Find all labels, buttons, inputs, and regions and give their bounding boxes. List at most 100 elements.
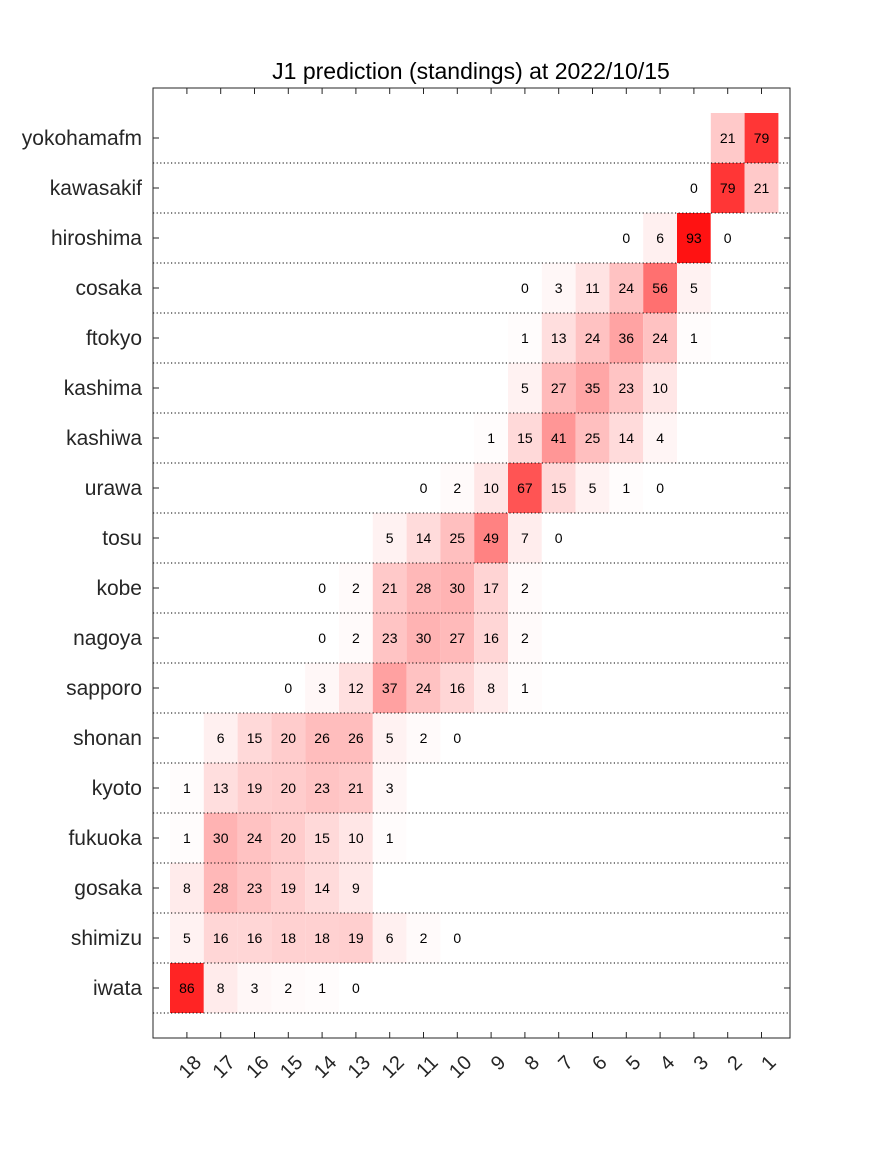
heatmap-cell — [271, 813, 306, 863]
x-tick-label: 14 — [310, 1052, 341, 1083]
cell-value-label: 24 — [585, 330, 601, 346]
heatmap-cell — [406, 513, 441, 563]
cell-value-label: 27 — [551, 380, 567, 396]
cell-value-label: 3 — [318, 680, 326, 696]
heatmap-cell — [508, 363, 542, 413]
y-tick-label: sapporo — [66, 677, 142, 700]
heatmap-cell — [305, 863, 339, 913]
heatmap-cell — [677, 263, 711, 313]
x-tick-label: 15 — [276, 1052, 307, 1083]
cell-value-label: 13 — [551, 330, 567, 346]
cell-value-label: 23 — [382, 630, 398, 646]
axes-frame — [152, 87, 791, 1039]
heatmap-cell — [440, 663, 475, 713]
heatmap-cell — [372, 713, 407, 763]
heatmap-cell — [406, 563, 441, 613]
cell-value-label: 2 — [352, 630, 360, 646]
heatmap-cell — [237, 913, 272, 963]
cell-value-label: 2 — [352, 580, 360, 596]
cell-value-label: 25 — [585, 430, 601, 446]
heatmap-cells: 21 790 79 210 6 93 00 3 11 24 56 51 13 24 36 24 15 27 35 23… — [170, 113, 779, 1013]
heatmap-cell — [305, 613, 339, 663]
heatmap-cell — [339, 913, 373, 963]
y-tick-label: urawa — [85, 477, 143, 500]
heatmap-cell — [203, 713, 238, 763]
heatmap-cell — [170, 863, 204, 913]
cell-value-label: 18 — [281, 930, 297, 946]
x-tick-label: 5 — [622, 1052, 645, 1075]
heatmap-cell — [305, 763, 339, 813]
heatmap-cell — [372, 663, 407, 713]
cell-value-label: 2 — [420, 730, 428, 746]
heatmap-cell — [372, 763, 407, 813]
heatmap-cell — [677, 213, 711, 263]
heatmap-cell — [339, 863, 373, 913]
cell-value-label: 49 — [483, 530, 499, 546]
cell-value-label: 16 — [213, 930, 229, 946]
heatmap-cell — [474, 413, 508, 463]
cell-value-label: 1 — [521, 680, 529, 696]
cell-value-label: 0 — [622, 230, 630, 246]
cell-value-label: 13 — [213, 780, 229, 796]
cell-value-label: 10 — [483, 480, 499, 496]
y-tick-label: nagoya — [73, 627, 142, 650]
cell-value-label: 0 — [555, 530, 563, 546]
heatmap-cell — [305, 913, 339, 963]
heatmap-cell — [541, 413, 576, 463]
heatmap-cell — [710, 113, 745, 163]
cell-value-label: 18 — [314, 930, 330, 946]
cell-value-label: 14 — [619, 430, 635, 446]
heatmap-cell — [710, 213, 745, 263]
cell-value-label: 2 — [521, 580, 529, 596]
heatmap-cell — [541, 363, 576, 413]
x-tick-label: 17 — [209, 1052, 240, 1083]
cell-value-label: 24 — [416, 680, 432, 696]
cell-value-label: 16 — [483, 630, 499, 646]
chart-title: J1 prediction (standings) at 2022/10/15 — [272, 58, 670, 84]
cell-value-label: 67 — [517, 480, 533, 496]
heatmap-cell — [508, 463, 542, 513]
y-tick-label: kyoto — [92, 777, 142, 800]
heatmap-cell — [575, 313, 610, 363]
heatmap-cell — [237, 763, 272, 813]
cell-value-label: 10 — [348, 830, 364, 846]
y-tick-label: kawasakif — [50, 177, 142, 200]
heatmap-cell — [744, 113, 779, 163]
heatmap-cell — [372, 913, 407, 963]
y-tick-label: kashima — [64, 377, 143, 400]
cell-value-label: 4 — [656, 430, 664, 446]
cell-value-label: 30 — [416, 630, 432, 646]
cell-value-label: 26 — [348, 730, 364, 746]
x-tick-label: 16 — [242, 1052, 273, 1083]
heatmap-cell — [170, 763, 204, 813]
cell-value-label: 1 — [318, 980, 326, 996]
heatmap-cell — [541, 313, 576, 363]
heatmap-cell — [203, 813, 238, 863]
y-tick-label: iwata — [93, 977, 142, 1000]
cell-value-label: 27 — [450, 630, 466, 646]
y-tick-label: yokohamafm — [22, 127, 142, 150]
cell-value-label: 6 — [217, 730, 225, 746]
cell-value-label: 19 — [247, 780, 263, 796]
axis-ticks — [153, 88, 790, 1038]
heatmap-cell — [575, 463, 610, 513]
heatmap-cell — [339, 613, 373, 663]
heatmap-cell — [406, 913, 441, 963]
cell-value-label: 11 — [585, 280, 600, 296]
cell-value-label: 26 — [314, 730, 330, 746]
cell-value-label: 79 — [754, 130, 770, 146]
cell-value-label: 0 — [724, 230, 732, 246]
heatmap-cell — [305, 563, 339, 613]
cell-value-label: 21 — [754, 180, 770, 196]
heatmap-cell — [541, 263, 576, 313]
cell-value-label: 5 — [521, 380, 529, 396]
y-tick-label: ftokyo — [86, 327, 142, 350]
heatmap-cell — [271, 713, 306, 763]
heatmap-cell — [305, 713, 339, 763]
heatmap-cell — [677, 313, 711, 363]
cell-value-label: 5 — [589, 480, 597, 496]
cell-value-label: 37 — [382, 680, 398, 696]
x-tick-label: 18 — [175, 1052, 206, 1083]
cell-value-label: 9 — [352, 880, 360, 896]
heatmap-cell — [710, 163, 745, 213]
